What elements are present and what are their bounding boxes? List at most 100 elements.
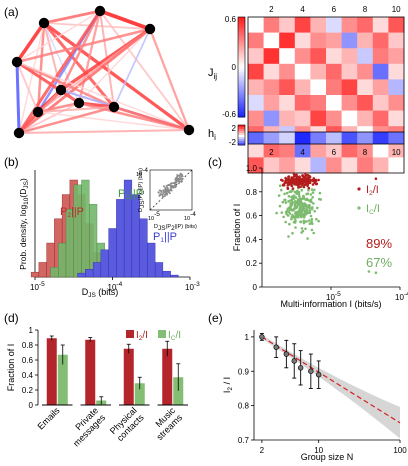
field-tick: 6 [332,148,337,157]
scaling-panel: 0.7 0.8 0.9 1 2 10 100 Group size N I2 / I [222,330,407,462]
panel-label-c: (c) [208,155,222,169]
matrix-cell [263,157,280,174]
colorbar-j-step [238,112,245,115]
c-point [310,179,314,182]
b-hist-bar [38,262,47,278]
panel-label-a: (a) [4,5,19,19]
b-hist-bar [170,274,179,278]
b-inset-point [179,172,182,175]
d-bar [134,383,145,405]
e-point [259,334,265,340]
matrix-cell [372,32,389,49]
b-inset-point [168,192,171,195]
c-point [282,183,286,187]
matrix-cell [263,32,280,49]
d-bar [173,377,184,405]
e-x-tick-label: 100 [393,446,407,455]
matrix-cell [341,79,358,96]
network-edge [99,10,190,131]
field-cell [248,132,264,144]
colorbar-j-step [238,114,245,118]
matrix-cell [357,48,374,65]
network-edge [16,61,39,113]
c-point [296,190,300,194]
colorbar-h-step [238,127,245,130]
matrix-cell [263,141,280,158]
c-point [286,207,290,210]
panel-label-d: (d) [4,311,19,325]
matrix-cell [248,17,264,33]
c-point [311,196,315,199]
e-point [316,371,322,378]
colorbar-j-step [238,52,245,55]
c-point [319,198,323,201]
c-point [278,184,282,187]
b-inset-point [162,191,165,193]
network-edge [36,101,81,114]
network-edge [16,10,101,63]
colorbar-j-step [238,94,245,98]
c-summary-i2: 89% [366,236,392,251]
c-point [294,215,298,219]
network-edge [59,9,102,92]
b-hist-bar [65,208,74,278]
colorbar-j-step [238,62,245,65]
field-tick: 8 [363,148,368,157]
c-point [288,222,291,226]
h-label: hi [208,128,216,142]
colorbar-j-step [238,72,245,75]
c-point [313,180,317,183]
d-legend-swatch [158,330,166,338]
d-legend-ic: IC/I [168,330,181,342]
c-point [287,195,291,198]
matrix-cell [279,95,296,111]
matrix-cell [326,157,342,174]
field-tick: 4 [300,148,305,157]
b-inset-point [163,195,166,197]
c-point [306,184,309,188]
c-point [306,198,310,202]
c-point [293,190,297,194]
matrix-cell [294,32,311,49]
colorbar-h-step [238,137,245,140]
c-point [278,204,282,208]
c-point [299,185,302,189]
d-y-tick-label: 0.8 [22,341,34,350]
network-edge [113,28,151,108]
b-hist-bar [81,179,90,278]
colorbar-j-step [238,22,245,25]
matrix-cell [326,32,342,49]
c-point [307,219,311,222]
network-edge [15,60,21,135]
c-point [294,226,297,229]
matrix-cell [326,95,342,111]
panel-label-e: (e) [208,311,223,325]
c-point [294,212,297,215]
matrix-cell [248,63,264,80]
matrix-cell [279,63,296,80]
panel-label-b: (b) [4,155,19,169]
colorbar-j-step [238,74,245,78]
field-cell [294,132,311,144]
matrix-cell [310,63,327,80]
matrix-cell [279,17,296,33]
field-tick: 2 [269,148,274,157]
b-inset-point [173,185,176,188]
c-point [291,187,295,190]
colorbar-j-step [238,29,245,33]
colorbar-j-step [238,34,245,38]
colorbar-j-step [238,59,245,63]
d-legend-swatch [126,330,134,338]
network-node [13,127,25,139]
matrix-tick-top: 2 [269,5,274,14]
colorbar-j-step [238,82,245,85]
b-inset-point [164,192,167,194]
colorbar-j-step [238,54,245,58]
field-cell [341,132,358,144]
b-hist-bar [162,270,171,278]
colorbar-j-step [238,67,245,70]
j-label: Jij [208,67,217,81]
b-hist-bar [77,272,86,278]
matrix-cell [263,95,280,111]
b-hist-bar [85,269,94,278]
